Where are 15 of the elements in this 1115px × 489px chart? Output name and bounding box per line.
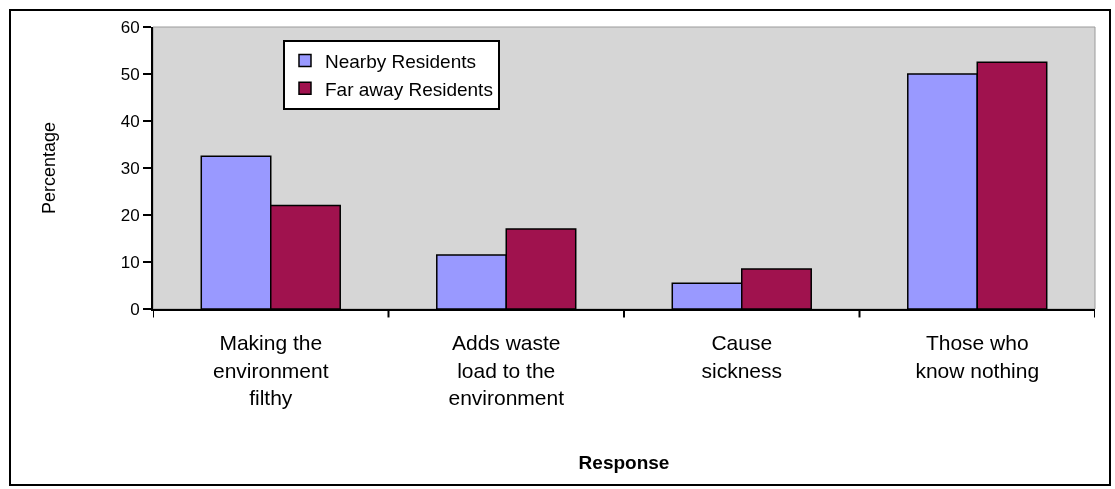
y-tick-label: 0 xyxy=(130,299,140,319)
y-tick-label: 20 xyxy=(120,205,140,225)
y-tick-label: 50 xyxy=(120,64,140,84)
x-axis-title: Response xyxy=(578,452,670,474)
y-tick-label: 40 xyxy=(120,111,140,131)
legend-label: Nearby Residents xyxy=(325,50,477,72)
x-tick-label: Adds waste load to the environment xyxy=(448,331,565,409)
y-tick-label: 60 xyxy=(120,17,140,37)
y-axis-title: Percentage xyxy=(39,121,60,215)
y-tick-label: 30 xyxy=(120,158,140,178)
y-tick-label: 10 xyxy=(120,252,140,272)
x-tick-label: Making the environment filthy xyxy=(212,331,329,409)
x-tick-label: Those who know nothing xyxy=(915,331,1040,382)
x-tick-label: Cause sickness xyxy=(701,331,783,382)
legend-label: Far away Residents xyxy=(325,78,493,100)
